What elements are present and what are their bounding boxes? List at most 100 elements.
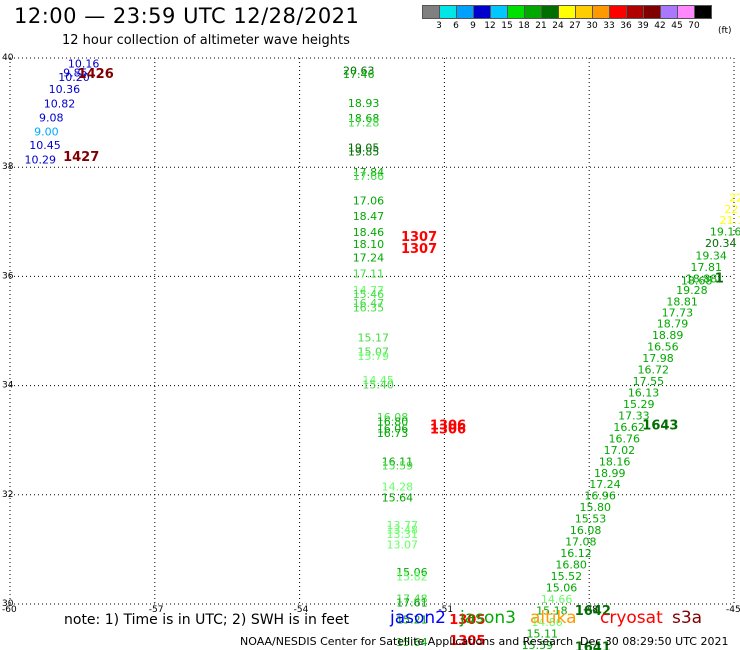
wave-height-label: 15.06 <box>546 581 578 594</box>
pass-time-label: 1 <box>715 271 724 286</box>
legend-label: 21 <box>535 21 547 31</box>
wave-height-label: 15.29 <box>623 398 655 411</box>
legend-label: 24 <box>552 21 564 31</box>
legend-label: 18 <box>518 21 530 31</box>
wave-height-label: 17.28 <box>348 116 380 129</box>
y-tick-label: 40 <box>2 53 14 63</box>
wave-height-label: 16.06 <box>377 423 409 436</box>
wave-height-label: 18.79 <box>657 318 689 331</box>
wave-height-label: 17.73 <box>662 306 694 319</box>
wave-height-label: 19.28 <box>676 284 708 297</box>
legend-label: 39 <box>637 21 649 31</box>
legend-label: 42 <box>654 21 666 31</box>
wave-height-label: 16.62 <box>613 421 645 434</box>
legend-label: 33 <box>603 21 615 31</box>
wave-height-label: 17.06 <box>353 194 385 207</box>
wave-height-label: 14.77 <box>353 284 385 297</box>
wave-height-label: 15.21 <box>396 614 428 627</box>
y-tick-label: 38 <box>2 162 14 172</box>
pass-time-label: 1306 <box>430 418 466 433</box>
wave-height-label: 17.98 <box>642 352 674 365</box>
wave-height-label: 17.84 <box>353 166 385 179</box>
wave-height-label: 16.56 <box>647 341 679 354</box>
wave-height-label: 22 <box>724 203 738 216</box>
wave-height-label: 15.18 <box>536 604 568 617</box>
wave-height-label: 13.48 <box>386 524 418 537</box>
wave-height-label: 16.35 <box>353 301 385 314</box>
wave-height-label: 17.48 <box>396 592 428 605</box>
legend-swatches <box>422 5 740 19</box>
wave-height-label: 17.55 <box>633 375 665 388</box>
wave-height-label: 18.89 <box>652 329 684 342</box>
legend-label: 6 <box>453 21 459 31</box>
pass-time-label: 1427 <box>63 150 99 165</box>
wave-height-label: 18.16 <box>599 455 631 468</box>
y-tick-label: 34 <box>2 381 14 391</box>
wave-height-label: 19.05 <box>348 141 380 154</box>
x-tick-label: -60 <box>2 605 17 615</box>
legend-label: 36 <box>620 21 632 31</box>
wave-height-label: 15.64 <box>396 636 428 649</box>
wave-height-label: 17.33 <box>618 409 650 422</box>
wave-height-label: 18.99 <box>594 467 626 480</box>
wave-height-label: 9.00 <box>34 126 59 139</box>
wave-height-label: 15.64 <box>382 491 414 504</box>
wave-height-label: 15.40 <box>362 378 394 391</box>
wave-height-label: 16.47 <box>353 297 385 310</box>
wave-height-label: 17.66 <box>353 170 385 183</box>
wave-height-label: 15.53 <box>575 513 607 526</box>
wave-height-label: 16.73 <box>377 427 409 440</box>
x-tick-label: -51 <box>438 605 453 615</box>
wave-height-label: 17.02 <box>604 444 636 457</box>
wave-height-label: 18.81 <box>666 295 698 308</box>
wave-height-label: 17.46 <box>343 68 375 81</box>
wave-height-label: 15.06 <box>396 566 428 579</box>
wave-height-label: 16.08 <box>377 411 409 424</box>
wave-height-label: 10.20 <box>58 71 89 84</box>
pass-time-label: 1307 <box>401 242 437 257</box>
wave-height-label: 10.16 <box>68 57 100 70</box>
wave-height-label: 14.45 <box>362 374 394 387</box>
wave-height-label: 14.66 <box>541 593 573 606</box>
page-subtitle: 12 hour collection of altimeter wave hei… <box>62 33 350 48</box>
legend-unit: (ft) <box>718 26 732 36</box>
wave-height-label: 15.17 <box>358 331 390 344</box>
legend-swatch <box>694 5 712 19</box>
y-tick-label: 30 <box>2 599 14 609</box>
color-legend: 3 6 9 12 15 18 21 24 27 30 33 36 39 42 45 70 (ft) <box>422 5 740 36</box>
wave-height-label: 18.68 <box>681 275 713 288</box>
y-tick-label: 36 <box>2 271 14 281</box>
wave-height-label: 10.82 <box>44 98 76 111</box>
pass-time-label: 1306 <box>430 423 466 438</box>
mission-cryosat: cryosat <box>600 608 663 628</box>
pass-time-label: 1642 <box>575 604 611 619</box>
wave-height-label: 14.86 <box>531 616 563 629</box>
wave-height-label: 18.93 <box>348 97 380 110</box>
wave-height-label: 15.52 <box>551 570 583 583</box>
x-tick-label: -48 <box>583 605 598 615</box>
wave-height-label: 16.80 <box>377 415 409 428</box>
wave-height-label: 20.34 <box>705 237 737 250</box>
wave-height-label: 16.13 <box>628 387 660 400</box>
legend-label: 3 <box>436 21 442 31</box>
wave-height-label: 16.12 <box>560 547 592 560</box>
legend-labels: 3 6 9 12 15 18 21 24 27 30 33 36 39 42 45 70 <box>422 19 740 31</box>
x-tick-label: -57 <box>149 605 164 615</box>
wave-height-label: 13.77 <box>386 519 418 532</box>
wave-height-label: 20.63 <box>343 64 375 77</box>
wave-height-label: 9.08 <box>39 111 64 124</box>
mission-s3a: s3a <box>672 608 703 628</box>
legend-label: 9 <box>470 21 476 31</box>
wave-height-label: 15.11 <box>526 627 558 640</box>
wave-height-label: 17.24 <box>589 478 621 491</box>
generated-timestamp: Dec 30 08:29:50 UTC 2021 <box>580 635 729 648</box>
wave-height-label: 14.28 <box>382 480 414 493</box>
wave-height-label: 16.08 <box>570 524 602 537</box>
mission-altika: altika <box>530 608 577 628</box>
wave-height-label: 13.07 <box>386 538 418 551</box>
pass-time-label: 1643 <box>642 418 678 433</box>
wave-height-label: 10.36 <box>49 83 81 96</box>
wave-height-label: 22 <box>729 192 740 205</box>
wave-height-label: 17.81 <box>691 261 723 274</box>
wave-height-label: 19.34 <box>695 249 727 262</box>
